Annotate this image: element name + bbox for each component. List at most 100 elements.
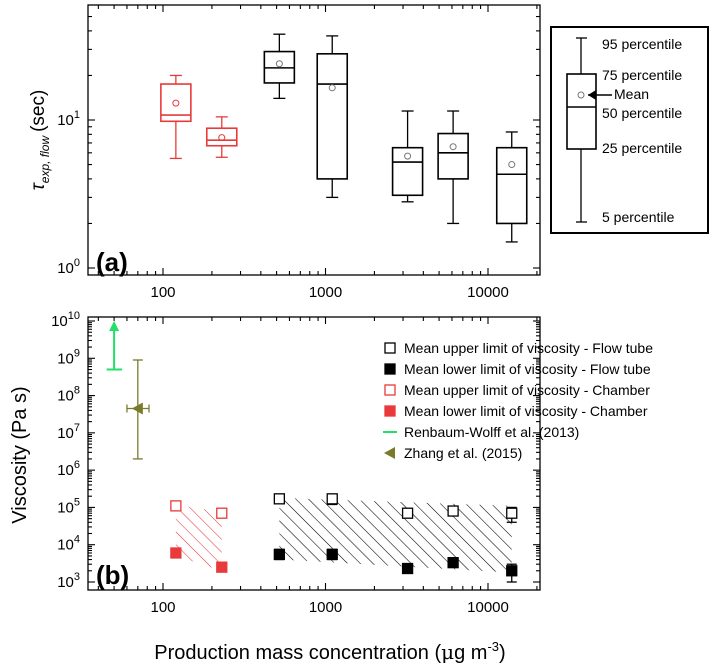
legend-label: Mean upper limit of viscosity - Chamber xyxy=(404,382,650,398)
legend-label: Mean lower limit of viscosity - Flow tub… xyxy=(404,361,651,377)
y-tick-label: 109 xyxy=(57,347,80,367)
x-tick-label: 1000 xyxy=(309,284,342,301)
panel-b: 100 1000 10000 103 104 105 106 107 108 109 1010 (b… xyxy=(9,310,653,616)
legend-marker xyxy=(384,405,396,417)
legend-label: Renbaum-Wolff et al. (2013) xyxy=(404,424,579,440)
legend-entry-5: Zhang et al. (2015) xyxy=(384,445,522,461)
data-point xyxy=(216,507,228,519)
x-tick-label: 100 xyxy=(150,599,175,616)
y-tick-label: 1010 xyxy=(51,310,80,330)
box-mean xyxy=(275,60,283,68)
data-point xyxy=(326,548,338,561)
panel-a-legend: 95 percentile 75 percentile Mean 50 perc… xyxy=(550,26,709,234)
data-point xyxy=(273,493,286,505)
svg-text:τexp, flow(sec): τexp, flow (sec) xyxy=(28,90,52,191)
panel-b-points xyxy=(106,321,518,583)
y-tick-label: 103 xyxy=(57,571,80,591)
ylabel-tau: τ xyxy=(28,181,49,190)
series-2 xyxy=(170,500,228,519)
data-point xyxy=(170,547,182,559)
legend-label: Mean lower limit of viscosity - Chamber xyxy=(404,403,648,419)
y-tick-label: 101 xyxy=(57,109,80,129)
box-1 xyxy=(205,116,238,158)
x-tick-label: 10000 xyxy=(467,599,509,616)
data-point xyxy=(273,548,286,561)
legend-mean: Mean xyxy=(614,86,649,102)
legend-p95: 95 percentile xyxy=(602,36,682,52)
legend-p75: 75 percentile xyxy=(602,67,682,83)
legend-label: Zhang et al. (2015) xyxy=(404,445,522,461)
series-3 xyxy=(170,547,228,573)
box-0 xyxy=(160,74,192,160)
box-6 xyxy=(495,131,528,243)
legend-marker xyxy=(384,363,396,375)
legend-entry-4: Renbaum-Wolff et al. (2013) xyxy=(383,424,579,440)
legend-marker xyxy=(384,384,396,396)
box-3 xyxy=(316,35,349,199)
legend-frame xyxy=(550,26,709,234)
box-body xyxy=(495,146,528,225)
arrow-head xyxy=(109,321,120,331)
box-mean xyxy=(508,161,516,169)
x-tick-label: 1000 xyxy=(309,599,342,616)
panel-b-ylabel: Viscosity (Pa s) xyxy=(9,386,31,523)
box-mean xyxy=(449,143,457,151)
data-point xyxy=(401,507,414,519)
legend-marker xyxy=(384,342,396,354)
y-tick-label: 100 xyxy=(57,257,80,277)
data-point xyxy=(216,561,228,573)
data-point xyxy=(401,562,414,575)
box-mean xyxy=(172,99,180,107)
data-point xyxy=(131,402,143,415)
box-body xyxy=(316,53,349,180)
panel-b-ticks: 100 1000 10000 103 104 105 106 107 108 109 1010 xyxy=(51,310,540,616)
y-tick-label: 108 xyxy=(57,385,80,405)
box-mean xyxy=(328,84,336,92)
y-tick-label: 104 xyxy=(57,534,80,554)
legend-mean-marker xyxy=(577,91,585,99)
box-body xyxy=(205,127,238,147)
box-4 xyxy=(391,110,424,203)
legend-entry-1: Mean lower limit of viscosity - Flow tub… xyxy=(384,361,651,377)
panel-a-label: (a) xyxy=(96,247,128,277)
series-1 xyxy=(273,548,518,583)
box-body xyxy=(391,146,424,197)
y-tick-label: 106 xyxy=(57,459,80,479)
legend-p50: 50 percentile xyxy=(602,105,682,121)
panel-b-legend: Mean upper limit of viscosity - Flow tub… xyxy=(383,340,653,461)
box-mean xyxy=(404,152,412,160)
legend-mean-arrowhead xyxy=(588,90,596,100)
data-point xyxy=(506,507,518,519)
box-mean xyxy=(218,134,226,142)
series-4 xyxy=(106,321,123,371)
legend-marker xyxy=(384,447,395,459)
legend-box xyxy=(566,73,597,150)
panel-a-boxes xyxy=(160,33,528,243)
box-5 xyxy=(437,110,469,225)
legend-p5: 5 percentile xyxy=(602,209,675,225)
panel-b-label: (b) xyxy=(96,560,129,590)
x-tick-label: 100 xyxy=(150,284,175,301)
ylabel-unit: (sec) xyxy=(28,90,49,132)
hatched-region-1 xyxy=(279,497,512,573)
data-point xyxy=(447,505,459,517)
data-point xyxy=(170,500,182,512)
legend-entry-2: Mean upper limit of viscosity - Chamber xyxy=(384,382,650,398)
panel-b-frame xyxy=(87,316,541,591)
hatched-region-0 xyxy=(175,504,222,571)
data-point xyxy=(506,565,518,577)
data-point xyxy=(447,557,459,569)
legend-entry-0: Mean upper limit of viscosity - Flow tub… xyxy=(384,340,653,356)
panel-a-ylabel: τexp, flow (sec) xyxy=(28,90,52,191)
x-tick-label: 10000 xyxy=(467,284,509,301)
legend-p25: 25 percentile xyxy=(602,140,682,156)
box-2 xyxy=(263,33,296,100)
box-body xyxy=(437,132,469,180)
legend-entry-3: Mean lower limit of viscosity - Chamber xyxy=(384,403,648,419)
panel-a: 100 1000 10000 100 101 (a) τexp, flow (sec) 9… xyxy=(28,4,709,301)
panel-a-frame xyxy=(87,4,541,276)
legend-label: Mean upper limit of viscosity - Flow tub… xyxy=(404,340,653,356)
panel-a-ticks: 100 1000 10000 100 101 xyxy=(57,5,540,301)
series-0 xyxy=(273,493,518,523)
